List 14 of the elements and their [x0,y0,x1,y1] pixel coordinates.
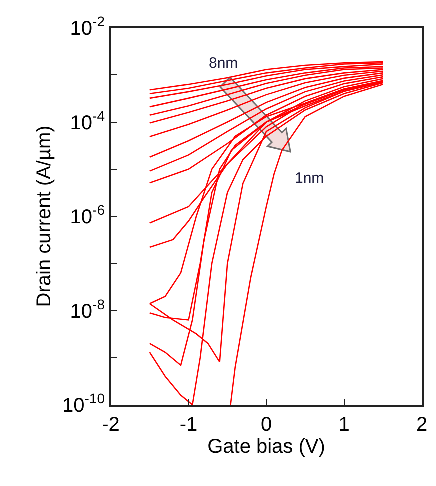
x-tick-label: 2 [416,414,428,436]
y-tick-label: 10$^{-4}$ [70,108,106,134]
x-tick-label: -2 [102,414,120,436]
annotation: 8nm [209,55,238,72]
y-tick-label: 10$^{-6}$ [70,202,106,228]
x-tick-label: 0 [260,414,272,436]
y-tick-label: 10$^{-10}$ [62,390,106,417]
x-tick-label: -1 [180,414,198,436]
y-tick-label: 10$^{-2}$ [70,14,106,40]
y-tick-label: 10$^{-8}$ [70,296,106,323]
y-axis-title: Drain current (A/µm) [34,126,56,308]
annotation: 1nm [295,170,324,187]
x-axis-title: Gate bias (V) [208,436,326,458]
x-tick-label: 1 [338,414,350,436]
